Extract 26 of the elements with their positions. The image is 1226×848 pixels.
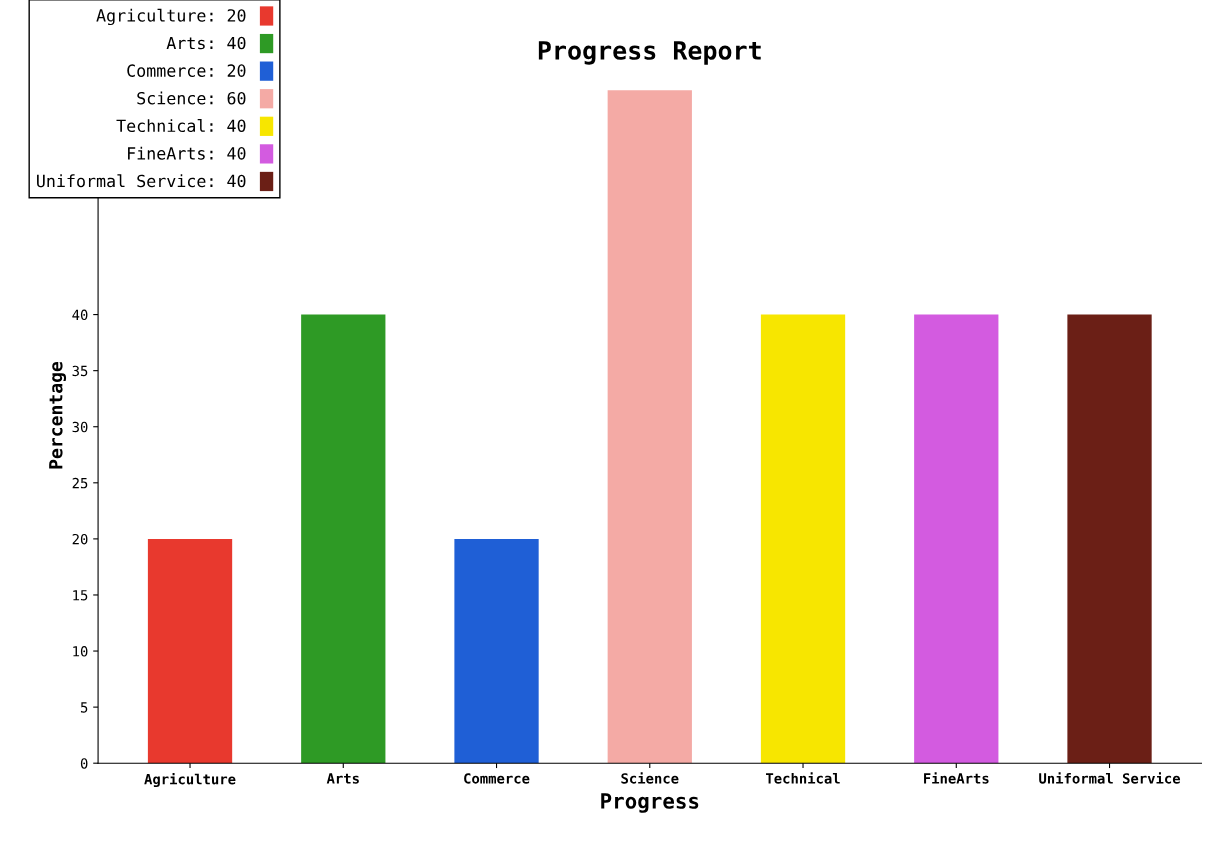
y-tick-label: 5 bbox=[80, 702, 88, 713]
legend-label: Arts: 40 bbox=[166, 36, 246, 50]
x-tick-label: Commerce bbox=[464, 773, 530, 784]
legend-label: Technical: 40 bbox=[116, 119, 246, 133]
y-tick-label: 15 bbox=[73, 590, 88, 601]
y-tick-label: 25 bbox=[72, 477, 88, 489]
x-tick-label: Agriculture bbox=[144, 772, 236, 788]
legend-label: Science: 60 bbox=[137, 91, 246, 105]
y-tick-label: 20 bbox=[72, 533, 88, 545]
x-axis-title: Progress bbox=[601, 793, 699, 813]
y-tick-label: 0 bbox=[80, 758, 88, 769]
x-tick-label: Technical bbox=[766, 772, 840, 784]
y-tick-label: 40 bbox=[72, 309, 88, 321]
x-tick-label: Science bbox=[621, 772, 679, 784]
y-tick-label: 10 bbox=[73, 646, 88, 657]
x-tick-label: Uniformal Service bbox=[1039, 772, 1181, 784]
legend-label: FineArts: 40 bbox=[128, 146, 246, 160]
x-tick-label: Arts bbox=[326, 773, 359, 784]
y-tick-label: 35 bbox=[72, 365, 88, 377]
legend-label: Uniformal Service: 40 bbox=[37, 174, 246, 188]
chart-title: Progress Report bbox=[538, 41, 761, 65]
legend-label: Commerce: 20 bbox=[127, 64, 246, 77]
legend-label: Agriculture: 20 bbox=[96, 8, 246, 26]
x-tick-label: FineArts bbox=[924, 772, 989, 784]
y-axis-title: Percentage bbox=[49, 361, 67, 469]
y-tick-label: 30 bbox=[72, 421, 88, 433]
